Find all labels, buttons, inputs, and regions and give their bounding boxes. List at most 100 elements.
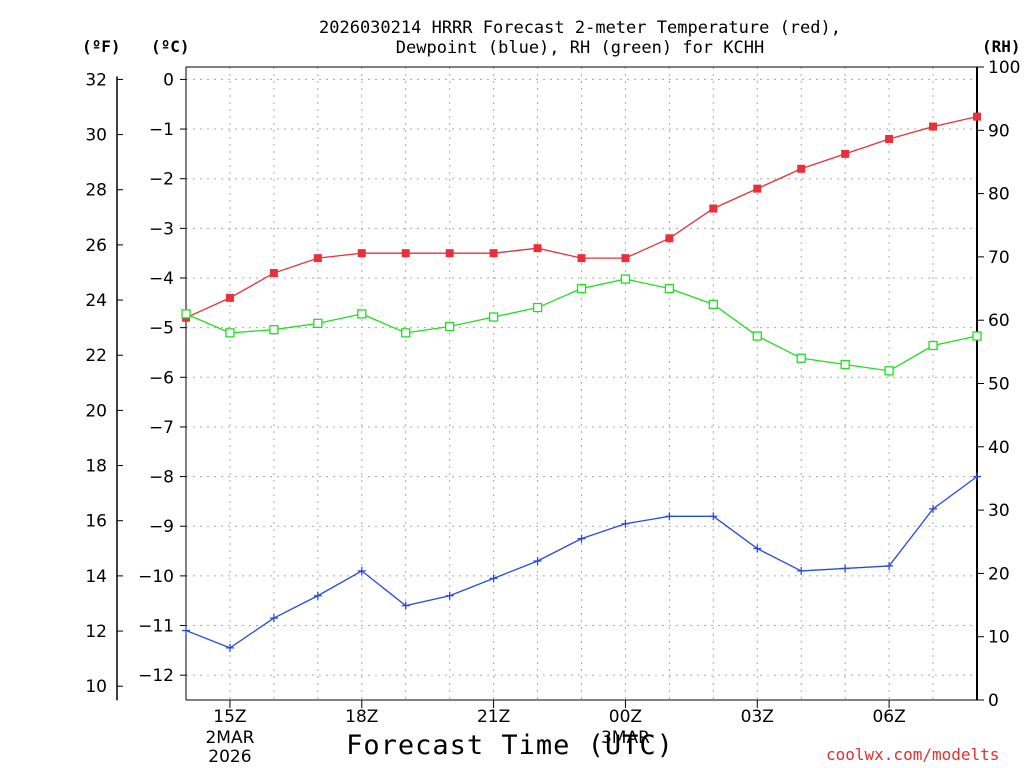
celsius-tick-label: −3 <box>149 219 174 239</box>
rh-point <box>576 283 587 294</box>
fahrenheit-tick-label: 10 <box>85 677 107 697</box>
dewpoint-point <box>269 614 278 623</box>
fahrenheit-tick-label: 28 <box>85 181 107 201</box>
dewpoint-point <box>665 512 674 521</box>
rh-point <box>752 331 762 341</box>
temperature-point <box>225 293 234 302</box>
dewpoint-point <box>885 561 894 570</box>
temperature-point <box>665 234 674 243</box>
temperature-point <box>577 254 586 263</box>
chart-title-line2: Dewpoint (blue), RH (green) for KCHH <box>395 38 765 58</box>
rh-unit-label: (RH) <box>982 37 1021 56</box>
rh-tick-label: 60 <box>988 311 1010 331</box>
celsius-tick-label: −10 <box>138 567 174 587</box>
temperature-point <box>841 149 850 158</box>
rh-point <box>664 283 675 294</box>
x-tick-label: 21Z <box>477 707 510 727</box>
x-tick-label: 06Z <box>872 707 905 727</box>
temperature-point <box>357 249 366 258</box>
temperature-point <box>885 134 894 143</box>
rh-point <box>620 274 631 284</box>
dewpoint-point <box>182 626 190 635</box>
rh-point <box>840 359 850 370</box>
celsius-tick-label: −6 <box>149 368 174 388</box>
rh-tick-label: 30 <box>988 501 1010 521</box>
dewpoint-point <box>841 564 850 573</box>
dewpoint-point <box>929 504 938 513</box>
dewpoint-point <box>577 534 586 543</box>
temperature-point <box>797 164 806 173</box>
celsius-tick-label: −9 <box>149 517 174 537</box>
dewpoint-point <box>753 544 762 553</box>
dewpoint-point <box>313 591 322 600</box>
x-tick-label: 15Z <box>213 707 246 727</box>
dewpoint-point <box>709 512 718 521</box>
rh-point <box>708 299 718 310</box>
dewpoint-point <box>225 643 234 652</box>
dewpoint-point <box>401 601 410 610</box>
rh-tick-label: 0 <box>988 691 999 711</box>
temperature-point <box>753 184 762 193</box>
temperature-point <box>929 122 938 131</box>
x-tick-label: 03Z <box>741 707 774 727</box>
rh-point <box>928 340 938 351</box>
fahrenheit-tick-label: 26 <box>85 236 107 256</box>
temperature-point <box>401 249 410 258</box>
rh-point <box>225 328 235 338</box>
rh-point <box>488 312 499 322</box>
data-series <box>181 112 982 652</box>
celsius-tick-label: −1 <box>149 120 174 140</box>
fahrenheit-tick-label: 14 <box>85 567 107 587</box>
temperature-point <box>445 249 454 258</box>
celsius-tick-label: −5 <box>149 319 174 339</box>
x-tick-date-label: 3MAR <box>601 728 650 748</box>
x-axis-title: Forecast Time (UTC) <box>346 730 674 761</box>
temperature-point <box>621 254 630 263</box>
fahrenheit-tick-label: 24 <box>85 291 107 311</box>
dewpoint-point <box>357 566 366 575</box>
rh-point <box>401 328 411 338</box>
fahrenheit-tick-label: 22 <box>85 346 107 366</box>
dewpoint-point <box>973 472 981 481</box>
temperature-point <box>313 254 322 263</box>
rh-point <box>972 331 982 341</box>
celsius-tick-label: −8 <box>149 468 174 488</box>
fahrenheit-tick-label: 12 <box>85 622 107 642</box>
dewpoint-point <box>621 519 630 528</box>
fahrenheit-tick-label: 32 <box>85 70 107 90</box>
x-tick-year-label: 2026 <box>208 747 251 767</box>
celsius-tick-label: 0 <box>163 70 174 90</box>
celsius-tick-label: −4 <box>149 269 174 289</box>
fahrenheit-tick-label: 16 <box>85 512 107 532</box>
rh-tick-label: 40 <box>988 438 1010 458</box>
x-tick-date-label: 2MAR <box>205 728 254 748</box>
celsius-tick-label: −12 <box>138 666 174 686</box>
rh-tick-label: 10 <box>988 628 1010 648</box>
x-tick-label: 00Z <box>609 707 642 727</box>
celsius-tick-label: −11 <box>138 617 174 637</box>
fahrenheit-unit-label: (ºF) <box>82 37 121 56</box>
x-tick-label: 18Z <box>345 707 378 727</box>
celsius-tick-label: −2 <box>149 170 174 190</box>
credit-text: coolwx.com/modelts <box>826 745 1000 764</box>
rh-tick-label: 20 <box>988 564 1010 584</box>
celsius-unit-label: (ºC) <box>151 37 190 56</box>
rh-tick-label: 70 <box>988 248 1010 268</box>
fahrenheit-tick-label: 20 <box>85 401 107 421</box>
fahrenheit-tick-label: 18 <box>85 457 107 477</box>
temperature-point <box>533 244 542 253</box>
rh-tick-label: 100 <box>988 58 1020 78</box>
rh-point <box>269 325 279 335</box>
rh-point <box>532 302 543 313</box>
dewpoint-point <box>533 556 542 565</box>
dewpoint-point <box>489 574 498 583</box>
temperature-point <box>489 249 498 258</box>
fahrenheit-tick-label: 30 <box>85 126 107 146</box>
rh-tick-label: 90 <box>988 121 1010 141</box>
dewpoint-point <box>797 566 806 575</box>
rh-point <box>796 353 806 363</box>
tick-labels: 0 −1 −2 −3 −4 −5 −6 −7 −8 −9 −10 −11 −12 32 30 28 26 24 22… <box>85 58 1020 767</box>
rh-point <box>445 321 455 332</box>
grid-lines <box>186 67 977 700</box>
